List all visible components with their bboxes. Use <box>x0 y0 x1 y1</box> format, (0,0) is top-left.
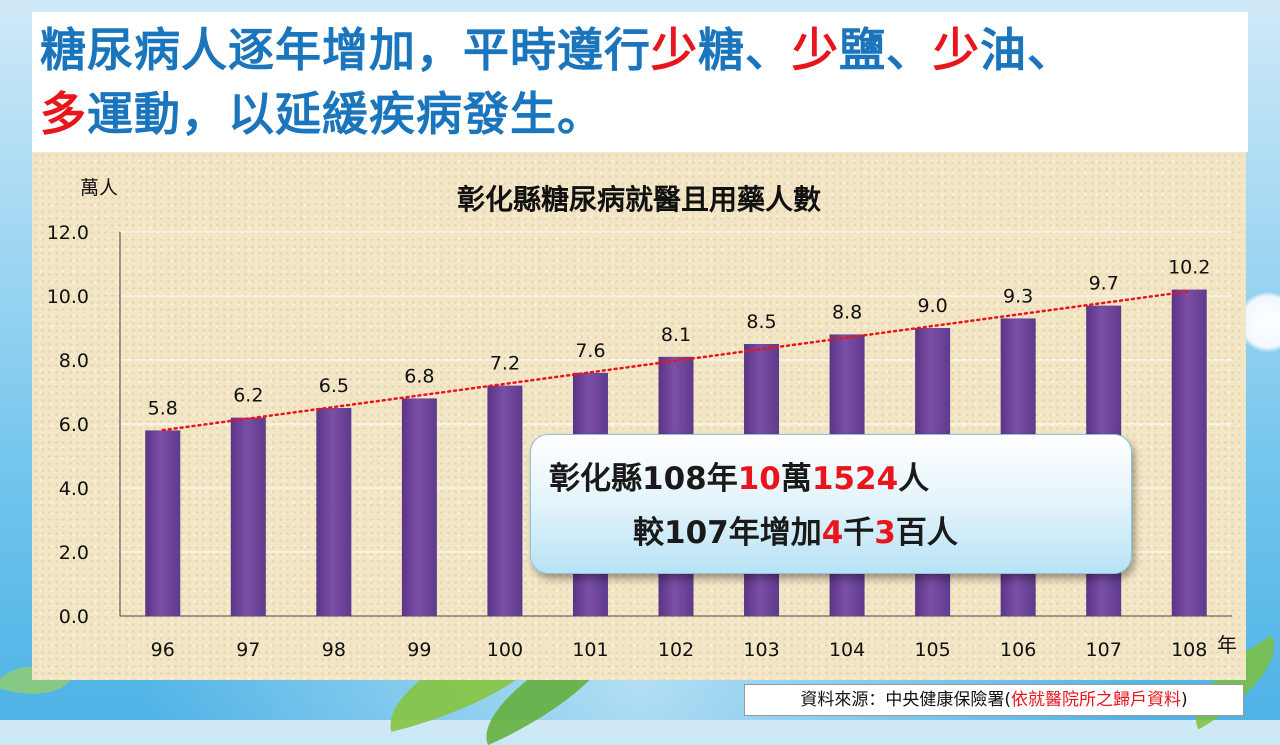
bar <box>316 408 352 616</box>
callout-highlight: 4 <box>821 515 844 551</box>
x-tick-label: 97 <box>236 639 260 661</box>
x-tick-label: 98 <box>322 639 346 661</box>
x-axis-label: 年 <box>1217 633 1237 657</box>
y-tick-label: 10.0 <box>47 286 89 308</box>
headline-text: 油、 <box>980 23 1074 77</box>
source-text: ) <box>1181 690 1188 710</box>
data-label: 9.7 <box>1089 273 1119 295</box>
callout-highlight: 10 <box>737 461 781 497</box>
x-tick-label: 96 <box>151 639 175 661</box>
callout-text: 千 <box>843 515 875 551</box>
y-tick-label: 12.0 <box>47 222 89 244</box>
y-tick-label: 8.0 <box>59 350 89 372</box>
data-label: 6.8 <box>404 365 434 387</box>
x-tick-label: 101 <box>572 639 608 661</box>
y-tick-label: 6.0 <box>59 414 89 436</box>
headline-highlight: 多 <box>40 87 87 141</box>
headline-text: 糖、 <box>698 23 792 77</box>
callout-text: 萬 <box>780 461 812 497</box>
y-tick-label: 2.0 <box>59 542 89 564</box>
callout-text: 百 <box>895 515 927 551</box>
bar <box>487 385 523 616</box>
headline: 糖尿病人逐年增加，平時遵行少糖、少鹽、少油、 多運動，以延緩疾病發生。 <box>40 18 1240 146</box>
data-label: 7.6 <box>575 340 605 362</box>
bar <box>1171 289 1207 616</box>
callout-text: 較107年增加 <box>633 515 822 551</box>
headline-highlight: 少 <box>792 23 839 77</box>
bar <box>401 398 437 616</box>
x-tick-label: 100 <box>487 639 523 661</box>
callout-text: 人 <box>926 515 958 551</box>
data-label: 8.5 <box>746 311 776 333</box>
data-label: 6.5 <box>319 375 349 397</box>
callout-text: 彰化縣108年 <box>549 461 738 497</box>
x-tick-label: 107 <box>1086 639 1122 661</box>
data-label: 6.2 <box>233 385 263 407</box>
source-note: 資料來源：中央健康保險署(依就醫院所之歸戶資料) <box>744 684 1244 716</box>
x-tick-label: 103 <box>743 639 779 661</box>
data-label: 8.8 <box>832 301 862 323</box>
source-text: 資料來源：中央健康保險署( <box>800 690 1011 710</box>
callout-line-2: 較107年增加4千3百人 <box>633 507 958 552</box>
callout-highlight: 3 <box>874 515 896 551</box>
data-label: 5.8 <box>148 397 178 419</box>
data-label: 9.3 <box>1003 285 1033 307</box>
data-label: 9.0 <box>918 295 948 317</box>
x-tick-label: 105 <box>914 639 950 661</box>
data-label: 10.2 <box>1168 257 1210 279</box>
data-label: 7.2 <box>490 353 520 375</box>
x-tick-label: 106 <box>1000 639 1036 661</box>
trendline <box>161 290 1191 432</box>
x-tick-label: 99 <box>407 639 431 661</box>
callout-highlight: 1524 <box>811 461 899 497</box>
source-highlight: 依就醫院所之歸戶資料 <box>1011 690 1181 710</box>
headline-box <box>32 12 1248 152</box>
chart-area: 0.0 2.0 4.0 6.0 8.0 10.0 12.0 萬人 彰化縣糖尿病就醫且用藥人數 5.… <box>32 152 1246 680</box>
bar <box>145 430 181 616</box>
y-tick-label: 0.0 <box>59 606 89 628</box>
x-tick-label: 108 <box>1171 639 1207 661</box>
callout-line-1: 彰化縣108年10萬1524人 <box>549 453 929 498</box>
callout-text: 人 <box>898 461 930 497</box>
bar-chart: 0.02.04.06.08.010.012.0萬人 彰化縣糖尿病就醫且用藥人數5.… <box>47 177 1237 661</box>
x-tick-label: 104 <box>829 639 865 661</box>
headline-text: 鹽、 <box>839 23 933 77</box>
headline-text: 運動，以延緩疾病發生。 <box>87 87 604 141</box>
headline-highlight: 少 <box>933 23 980 77</box>
chart-title: 彰化縣糖尿病就醫且用藥人數 <box>457 183 821 216</box>
summary-callout: 彰化縣108年10萬1524人 較107年增加4千3百人 <box>530 434 1132 574</box>
bar <box>230 417 266 616</box>
x-tick-label: 102 <box>658 639 694 661</box>
y-axis-label: 萬人 <box>80 177 118 199</box>
headline-highlight: 少 <box>651 23 698 77</box>
headline-text: 糖尿病人逐年增加，平時遵行 <box>40 23 651 77</box>
y-tick-label: 4.0 <box>59 478 89 500</box>
data-label: 8.1 <box>661 324 691 346</box>
